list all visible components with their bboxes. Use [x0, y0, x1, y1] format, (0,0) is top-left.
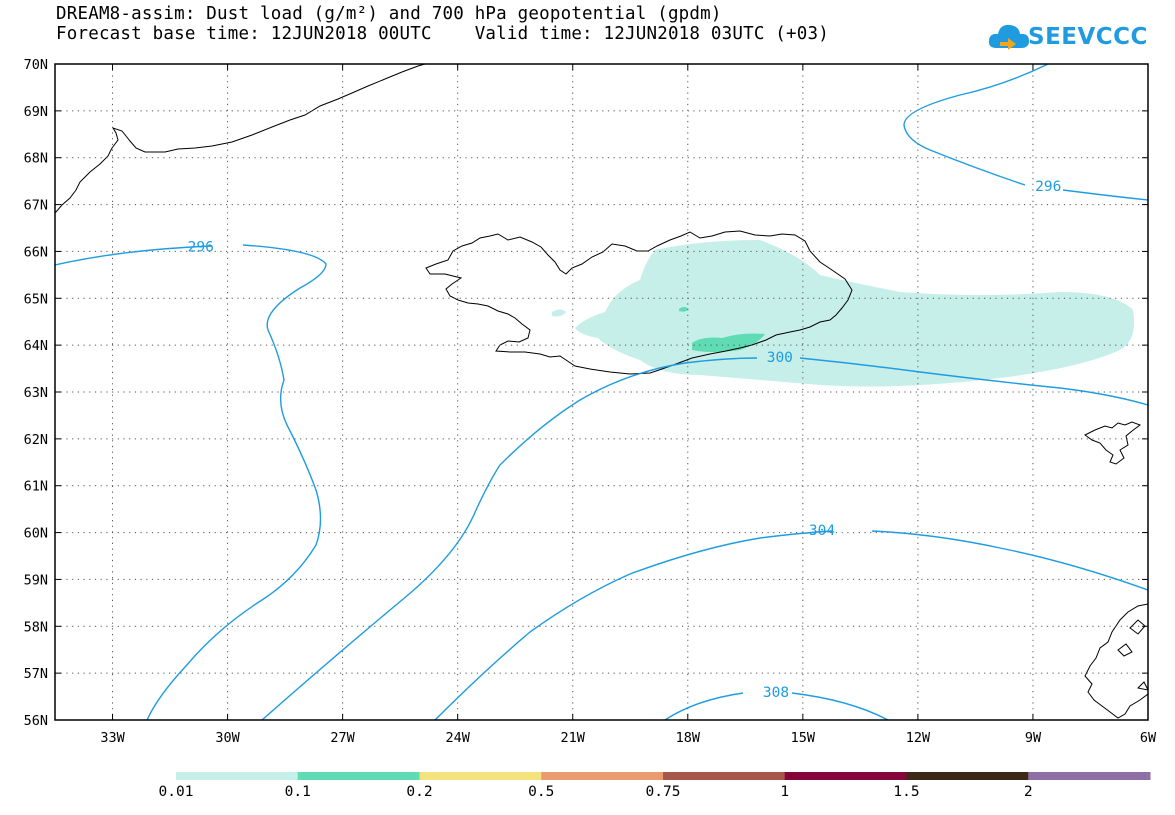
contour-296-east [903, 64, 1148, 201]
colorbar-segment [541, 772, 664, 780]
scotland-coast [1084, 603, 1148, 719]
latitude-label: 65N [24, 291, 48, 307]
colorbar-segment [419, 772, 542, 780]
grid-lines [55, 64, 1148, 720]
contour-label: 308 [763, 685, 789, 701]
contour-300 [261, 357, 1148, 720]
dust-load-layer [552, 240, 1135, 387]
colorbar-segment [906, 772, 1029, 780]
scotland-islands [1117, 619, 1148, 691]
greenland-coast [55, 64, 426, 214]
colorbar-label: 0.5 [528, 784, 555, 800]
faroe-coast [1084, 421, 1142, 465]
colorbar-segment [663, 772, 786, 780]
latitude-label: 69N [24, 104, 48, 120]
latitude-label: 67N [24, 198, 48, 214]
contour-304 [434, 530, 1148, 720]
map-subtitle: Forecast base time: 12JUN2018 00UTC Vali… [56, 24, 829, 44]
contour-label: 300 [767, 350, 793, 366]
latitude-label: 64N [24, 338, 48, 354]
colorbar-segment [176, 772, 299, 780]
coastline-layer [55, 64, 1148, 719]
cloud-icon [988, 24, 1029, 50]
latitude-label: 70N [24, 57, 48, 73]
latitude-labels: 70N 69N 68N 67N 66N 65N 64N 63N 62N 61N 60N 59N 58N 5… [24, 57, 48, 729]
dust-area-low-patch [552, 309, 566, 317]
parallel-grid [55, 110, 1148, 674]
colorbar-label: 0.01 [158, 784, 194, 800]
longitude-label: 12W [906, 730, 931, 746]
longitude-label: 15W [791, 730, 816, 746]
contour-296-west [55, 244, 327, 720]
contour-label: 304 [809, 523, 835, 539]
latitude-label: 66N [24, 244, 48, 260]
longitude-labels: 33W 30W 27W 24W 21W 18W 15W 12W 9W 6W [100, 730, 1157, 746]
latitude-label: 56N [24, 713, 48, 729]
seevccc-logo: SEEVCCC [988, 14, 1148, 62]
longitude-label: 9W [1025, 730, 1042, 746]
colorbar-label: 1.5 [893, 784, 920, 800]
colorbar-label: 1 [780, 784, 790, 800]
dust-area-medium-patch [679, 307, 689, 312]
latitude-label: 68N [24, 151, 48, 167]
dust-colorbar [176, 772, 1151, 780]
latitude-label: 62N [24, 432, 48, 448]
latitude-label: 61N [24, 479, 48, 495]
longitude-label: 6W [1140, 730, 1157, 746]
longitude-label: 21W [561, 730, 586, 746]
longitude-label: 27W [330, 730, 355, 746]
colorbar-label: 0.75 [645, 784, 681, 800]
colorbar-segment [784, 772, 907, 780]
longitude-label: 24W [445, 730, 470, 746]
colorbar-segment [1028, 772, 1151, 780]
contour-308 [664, 692, 889, 720]
contour-labels: 296 296 300 304 308 [188, 179, 1062, 701]
dust-area-medium [692, 333, 765, 352]
latitude-label: 63N [24, 385, 48, 401]
colorbar-label: 0.2 [406, 784, 433, 800]
colorbar-segment [297, 772, 420, 780]
latitude-label: 59N [24, 572, 48, 588]
colorbar-label: 2 [1023, 784, 1033, 800]
meridian-grid [112, 64, 1034, 720]
colorbar-label: 0.1 [284, 784, 311, 800]
contour-label: 296 [188, 240, 214, 256]
latitude-label: 57N [24, 666, 48, 682]
map-frame [54, 63, 1149, 721]
longitude-label: 33W [100, 730, 125, 746]
axis-ticks [55, 63, 1149, 721]
longitude-label: 30W [215, 730, 240, 746]
map-title: DREAM8-assim: Dust load (g/m²) and 700 h… [56, 4, 722, 24]
contour-label: 296 [1035, 179, 1061, 195]
logo-text: SEEVCCC [1028, 24, 1148, 50]
latitude-label: 60N [24, 526, 48, 542]
geopotential-contours [55, 64, 1148, 720]
longitude-label: 18W [676, 730, 701, 746]
latitude-label: 58N [24, 619, 48, 635]
iceland-coast [425, 230, 853, 375]
